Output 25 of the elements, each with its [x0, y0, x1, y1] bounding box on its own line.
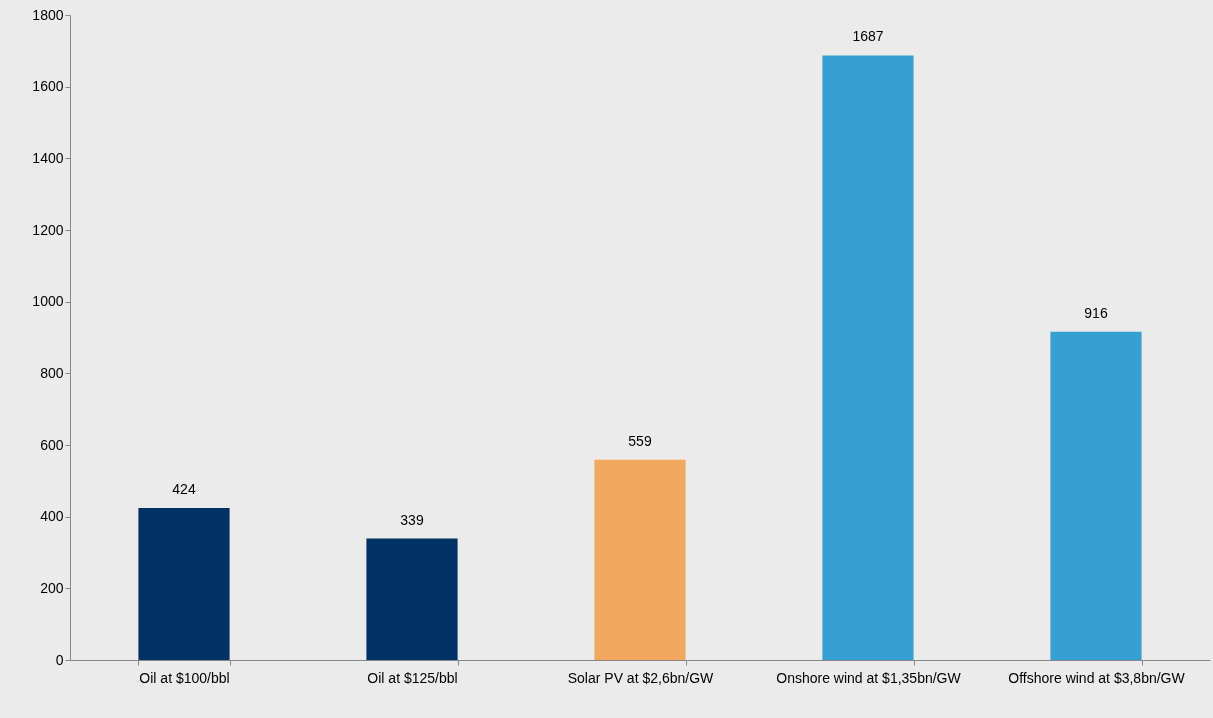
y-tick-label: 0: [55, 651, 64, 668]
y-tick-label: 1800: [32, 6, 64, 23]
x-tick-label: Oil at $100/bbl: [139, 669, 230, 686]
y-tick-label: 1200: [32, 221, 64, 238]
y-tick-label: 400: [40, 508, 64, 525]
y-tick-label: 200: [40, 579, 64, 596]
x-tick-label: Offshore wind at $3,8bn/GW: [1008, 669, 1186, 686]
data-label: 559: [628, 432, 652, 449]
bar: [594, 459, 686, 660]
bar: [822, 55, 914, 660]
y-tick-label: 1400: [32, 149, 64, 166]
y-tick-label: 1000: [32, 293, 64, 310]
data-label: 916: [1084, 304, 1108, 321]
bar: [366, 538, 458, 660]
x-tick-label: Solar PV at $2,6bn/GW: [567, 669, 715, 686]
data-label: 1687: [852, 28, 884, 45]
data-label: 424: [172, 481, 196, 498]
y-tick-label: 1600: [32, 78, 64, 95]
bar: [138, 508, 230, 660]
x-tick-label: Onshore wind at $1,35bn/GW: [776, 669, 962, 686]
y-tick-label: 600: [40, 436, 64, 453]
data-label: 339: [400, 511, 424, 528]
y-tick-label: 800: [40, 364, 64, 381]
bar: [1050, 331, 1142, 660]
x-tick-label: Oil at $125/bbl: [367, 669, 458, 686]
